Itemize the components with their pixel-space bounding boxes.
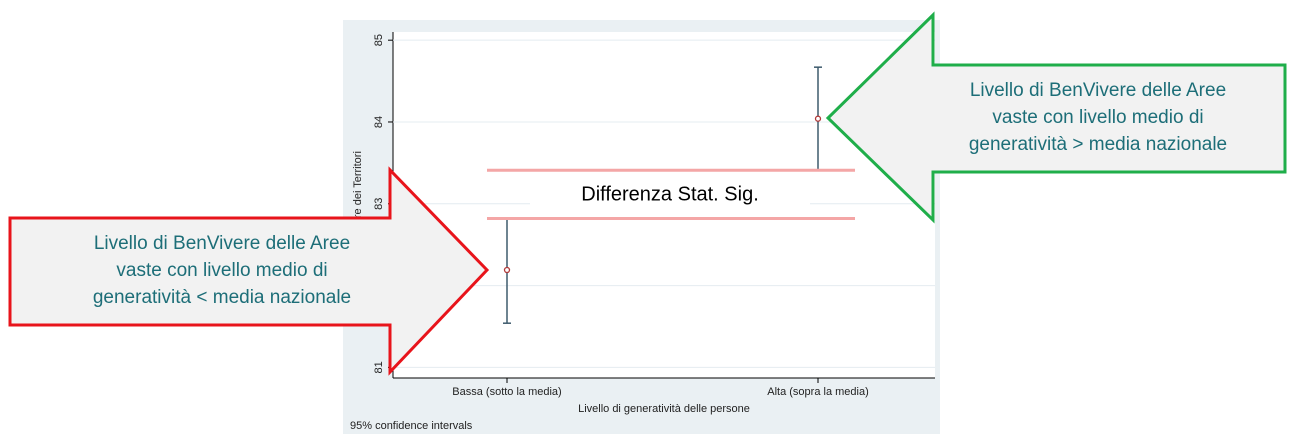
callout-arrow-high xyxy=(825,11,1287,224)
callout-text: generatività > media nazionale xyxy=(969,134,1227,155)
callout-text: generatività < media nazionale xyxy=(93,287,351,308)
difference-label: Differenza Stat. Sig. xyxy=(581,183,759,205)
difference-box xyxy=(530,178,810,212)
y-tick-label: 83 xyxy=(373,198,385,210)
point xyxy=(503,266,511,274)
callout-arrow-low xyxy=(8,166,490,376)
callout-text: Livello di BenVivere delle Aree xyxy=(970,80,1226,101)
callout-text: vaste con livello medio di xyxy=(116,260,327,281)
y-tick-label: 84 xyxy=(373,116,385,128)
callout-text: Livello di BenVivere delle Aree xyxy=(94,233,350,254)
y-tick-label: 85 xyxy=(373,34,385,46)
note: 95% confidence intervals xyxy=(350,420,473,432)
point xyxy=(814,115,822,122)
y-tick-label: 81 xyxy=(373,361,385,373)
x-tick-label: Alta (sopra la media) xyxy=(767,386,869,398)
callout-text: vaste con livello medio di xyxy=(992,107,1203,128)
x-axis-label: Livello di generatività delle persone xyxy=(578,403,750,415)
x-tick-label: Bassa (sotto la media) xyxy=(452,386,561,398)
